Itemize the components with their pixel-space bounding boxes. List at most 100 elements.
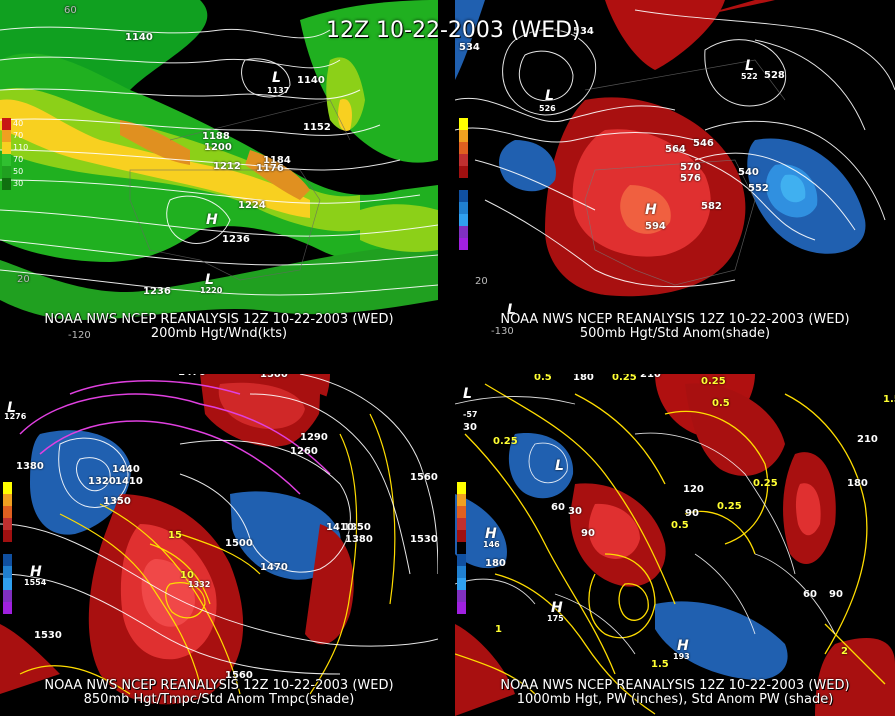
contour-label: 90 bbox=[581, 528, 595, 539]
latitude-label: 60 bbox=[64, 5, 77, 16]
contour-label: 1140 bbox=[125, 32, 153, 43]
contour-label: 120 bbox=[683, 484, 704, 495]
low-marker: L bbox=[507, 302, 516, 318]
pw-label: 0.25 bbox=[753, 478, 778, 489]
high-marker: H bbox=[551, 600, 563, 616]
high-value: 146 bbox=[483, 540, 500, 549]
contour-label: 1350 bbox=[343, 522, 371, 533]
pw-label: 0.25 bbox=[612, 374, 637, 383]
contour-label: 1320 bbox=[88, 476, 116, 487]
contour-label: 60 bbox=[803, 589, 817, 600]
pw-label: 0.5 bbox=[712, 398, 730, 409]
contour-label: 1530 bbox=[410, 534, 438, 545]
low-value: 1137 bbox=[267, 86, 290, 95]
scale-1000mb bbox=[457, 482, 466, 614]
contour-label: 180 bbox=[573, 374, 594, 383]
contour-label: 1260 bbox=[290, 446, 318, 457]
high-value: 1332 bbox=[188, 580, 211, 589]
scale-labels-200mb: 40 70 110 70 50 30 bbox=[13, 119, 29, 188]
contour-label: 552 bbox=[748, 183, 769, 194]
contour-label: 534 bbox=[459, 42, 480, 53]
contour-label: 90 bbox=[685, 508, 699, 519]
contour-label: 1236 bbox=[222, 234, 250, 245]
low-marker: L bbox=[7, 400, 16, 416]
contour-label: 1140 bbox=[297, 75, 325, 86]
contour-label: 1290 bbox=[300, 432, 328, 443]
contour-label: 1224 bbox=[238, 200, 266, 211]
latitude-label: 20 bbox=[475, 276, 488, 287]
contour-label: 1380 bbox=[345, 534, 373, 545]
high-value: 1554 bbox=[24, 578, 47, 587]
panel-1000mb: 0.5 180 0.25 210 0.25 0.5 1.5 0.25 210 1… bbox=[455, 374, 895, 716]
low-marker: L bbox=[555, 458, 564, 474]
contour-label: 594 bbox=[645, 221, 666, 232]
contour-label: 1470 bbox=[260, 562, 288, 573]
contour-label: 1440 bbox=[112, 464, 140, 475]
contour-label: 180 bbox=[485, 558, 506, 569]
pw-label: 1 bbox=[495, 624, 502, 635]
low-value: -57 bbox=[463, 410, 478, 419]
panel-200mb: 40 70 110 70 50 30 1140 1140 1152 1188 1200 … bbox=[0, 0, 438, 340]
contour-label: 1350 bbox=[103, 496, 131, 507]
pw-label: 0.25 bbox=[701, 376, 726, 387]
high-value: 175 bbox=[547, 614, 564, 623]
contour-label: 1410 bbox=[326, 522, 354, 533]
contour-label: 570 bbox=[680, 162, 701, 173]
low-marker: L bbox=[745, 58, 754, 74]
pw-label: 1.5 bbox=[651, 659, 669, 670]
longitude-label: -120 bbox=[68, 330, 91, 340]
contour-label: 1212 bbox=[213, 161, 241, 172]
map-1000mb bbox=[455, 374, 895, 716]
contour-label: 30 bbox=[463, 422, 477, 433]
contour-label: 528 bbox=[764, 70, 785, 81]
contour-label: 1152 bbox=[303, 122, 331, 133]
scale-850mb bbox=[3, 482, 12, 614]
contour-label: 564 bbox=[665, 144, 686, 155]
pw-label: 0.5 bbox=[534, 374, 552, 383]
panel-500mb: 534 534 522 528 564 546 570 576 540 552 … bbox=[455, 0, 895, 340]
caption-850mb: NOAA NWS NCEP REANALYSIS 12Z 10-22-2003 … bbox=[44, 678, 394, 707]
high-marker: H bbox=[30, 564, 42, 580]
low-marker: L bbox=[545, 88, 554, 104]
low-value: 526 bbox=[539, 104, 556, 113]
contour-label: 1184 bbox=[263, 155, 291, 166]
latitude-label: 20 bbox=[17, 274, 30, 285]
contour-label: 210 bbox=[640, 374, 661, 380]
longitude-label: -130 bbox=[491, 326, 514, 337]
high-value: 193 bbox=[673, 652, 690, 661]
contour-label: 1530 bbox=[34, 630, 62, 641]
contour-label: 540 bbox=[738, 167, 759, 178]
panel-850mb: 1470 1500 1380 1350 1320 1290 1260 1410 … bbox=[0, 374, 438, 716]
pw-label: 2 bbox=[841, 646, 848, 657]
caption-1000mb: NOAA NWS NCEP REANALYSIS 12Z 10-22-2003 … bbox=[500, 678, 850, 707]
contour-label: 576 bbox=[680, 173, 701, 184]
temperature-label: 15 bbox=[168, 530, 182, 541]
high-marker: H bbox=[645, 202, 657, 218]
map-500mb bbox=[455, 0, 895, 340]
contour-label: 1500 bbox=[225, 538, 253, 549]
high-marker: H bbox=[677, 638, 689, 654]
pw-label: 0.5 bbox=[671, 520, 689, 531]
high-marker: H bbox=[485, 526, 497, 542]
contour-label: 522 bbox=[741, 72, 758, 81]
low-value: 1220 bbox=[200, 286, 223, 295]
contour-label: 60 bbox=[551, 502, 565, 513]
map-200mb bbox=[0, 0, 438, 340]
contour-label: 1500 bbox=[260, 374, 288, 380]
pw-label: 0.25 bbox=[493, 436, 518, 447]
temperature-label: 10 bbox=[180, 570, 194, 581]
contour-label: 582 bbox=[701, 201, 722, 212]
contour-label: 1236 bbox=[143, 286, 171, 297]
contour-label: 1380 bbox=[16, 461, 44, 472]
contour-label: 90 bbox=[829, 589, 843, 600]
contour-label: 1410 bbox=[115, 476, 143, 487]
main-title: 12Z 10-22-2003 (WED) bbox=[326, 18, 581, 43]
pw-label: 1.5 bbox=[883, 394, 895, 405]
contour-label: 1560 bbox=[225, 670, 253, 681]
low-value: 1276 bbox=[4, 412, 27, 421]
scale-500mb bbox=[459, 118, 468, 250]
contour-label: 210 bbox=[857, 434, 878, 445]
contour-label: 1176 bbox=[256, 163, 284, 174]
caption-200mb: NOAA NWS NCEP REANALYSIS 12Z 10-22-2003 … bbox=[44, 312, 394, 341]
contour-label: 534 bbox=[573, 26, 594, 37]
